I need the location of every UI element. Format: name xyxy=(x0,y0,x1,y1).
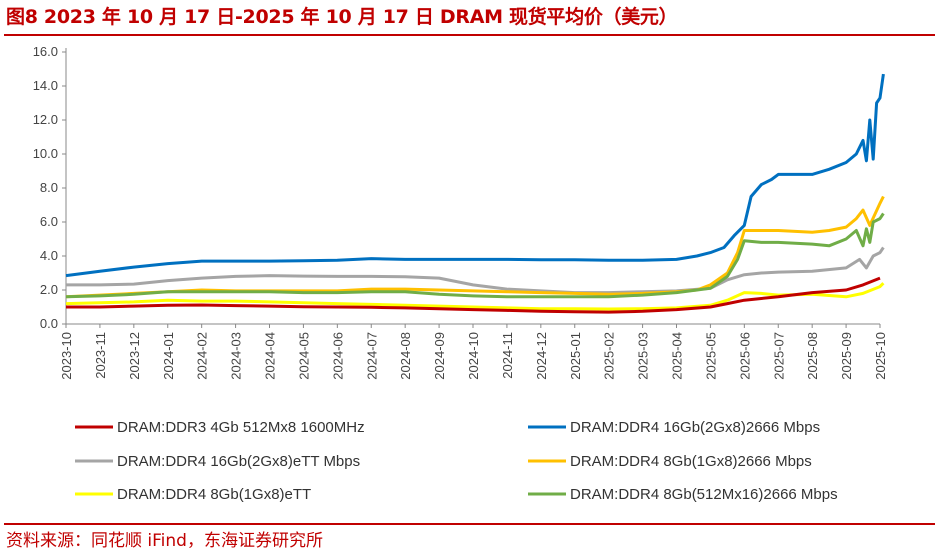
x-tick-label: 2025-09 xyxy=(839,332,854,380)
x-tick-label: 2025-10 xyxy=(873,332,888,380)
chart-axes: 0.0 2.0 4.0 6.0 8.0 10.0 12.0 14.0 16.0 2023-10 20… xyxy=(33,44,888,380)
y-tick-label: 14.0 xyxy=(33,78,58,93)
x-tick-label: 2025-05 xyxy=(703,332,718,380)
y-tick-label: 10.0 xyxy=(33,146,58,161)
y-tick-label: 0.0 xyxy=(40,316,58,331)
x-tick-label: 2023-11 xyxy=(93,332,108,379)
source-rule xyxy=(4,523,935,525)
legend-label-5: DRAM:DDR4 8Gb(512Mx16)2666 Mbps xyxy=(570,486,838,503)
x-tick-label: 2025-03 xyxy=(636,332,651,380)
series-line-1 xyxy=(65,73,885,278)
y-tick-label: 8.0 xyxy=(40,180,58,195)
x-tick-label: 2024-06 xyxy=(330,332,345,380)
y-tick-label: 4.0 xyxy=(40,248,58,263)
x-tick-label: 2025-01 xyxy=(568,332,583,380)
x-tick-label: 2025-02 xyxy=(602,332,617,380)
line-chart: 0.0 2.0 4.0 6.0 8.0 10.0 12.0 14.0 16.0 2023-10 20… xyxy=(33,44,888,503)
x-tick-label: 2025-04 xyxy=(670,332,685,380)
figure-title: 图8 2023 年 10 月 17 日-2025 年 10 月 17 日 DRA… xyxy=(6,6,678,28)
source-note: 资料来源：同花顺 iFind，东海证券研究所 xyxy=(6,531,323,551)
x-tick-label: 2023-12 xyxy=(127,332,142,380)
y-tick-label: 6.0 xyxy=(40,214,58,229)
x-tick-label: 2024-11 xyxy=(500,332,515,379)
x-tick-label: 2024-02 xyxy=(195,332,210,380)
legend-label-0: DRAM:DDR3 4Gb 512Mx8 1600MHz xyxy=(117,419,365,436)
x-tick-label: 2025-08 xyxy=(805,332,820,380)
series-line-2 xyxy=(66,246,885,295)
legend-label-2: DRAM:DDR4 16Gb(2Gx8)eTT Mbps xyxy=(117,453,360,470)
x-tick-label: 2023-10 xyxy=(59,332,74,380)
chart-legend: DRAM:DDR3 4Gb 512Mx8 1600MHz DRAM:DDR4 16… xyxy=(75,419,838,503)
legend-label-3: DRAM:DDR4 8Gb(1Gx8)2666 Mbps xyxy=(570,453,812,470)
x-tick-label: 2024-03 xyxy=(229,332,244,380)
x-tick-label: 2024-12 xyxy=(534,332,549,380)
x-tick-label: 2024-10 xyxy=(466,332,481,380)
x-tick-label: 2025-06 xyxy=(737,332,752,380)
title-rule xyxy=(4,34,935,36)
series-line-5 xyxy=(65,212,885,299)
x-tick-label: 2024-05 xyxy=(296,332,311,380)
x-tick-label: 2024-09 xyxy=(432,332,447,380)
x-tick-label: 2025-07 xyxy=(771,332,786,380)
x-tick-label: 2024-01 xyxy=(161,332,176,380)
chart-series-lines xyxy=(65,73,885,314)
series-line-0 xyxy=(66,276,881,314)
x-tick-label: 2024-07 xyxy=(364,332,379,380)
y-tick-label: 16.0 xyxy=(33,44,58,59)
legend-label-1: DRAM:DDR4 16Gb(2Gx8)2666 Mbps xyxy=(570,419,820,436)
x-tick-label: 2024-04 xyxy=(263,332,278,380)
y-tick-label: 12.0 xyxy=(33,112,58,127)
y-tick-label: 2.0 xyxy=(40,282,58,297)
legend-label-4: DRAM:DDR4 8Gb(1Gx8)eTT xyxy=(117,486,311,503)
series-line-3 xyxy=(65,195,885,299)
x-tick-label: 2024-08 xyxy=(398,332,413,380)
